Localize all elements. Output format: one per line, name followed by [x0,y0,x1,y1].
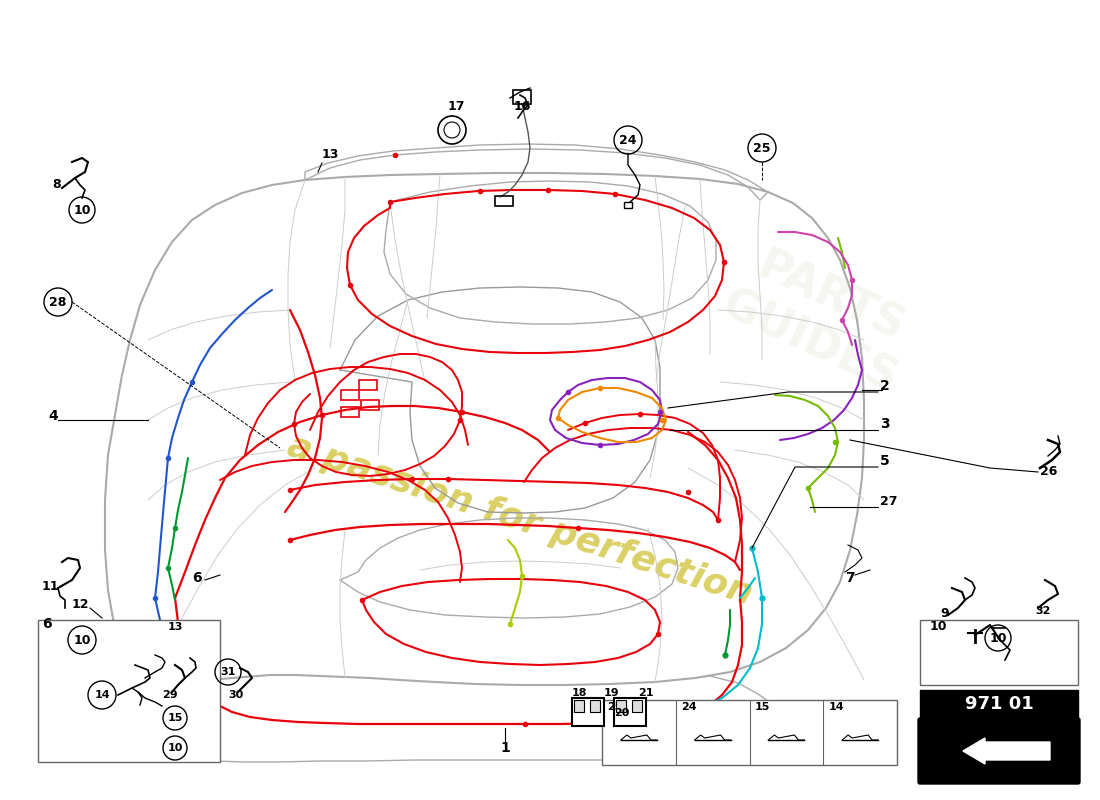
Bar [359,380,377,390]
Text: 29: 29 [162,690,177,700]
Text: 20: 20 [614,708,629,718]
Bar [341,390,359,400]
Text: PARTS
GUIDES: PARTS GUIDES [715,238,925,402]
Bar [920,620,1078,685]
Text: 2: 2 [880,379,890,393]
Text: 14: 14 [95,690,110,700]
Text: 7: 7 [845,571,855,585]
Text: 25: 25 [754,142,771,154]
Text: 30: 30 [228,690,243,700]
Text: 10: 10 [74,634,90,646]
Text: 5: 5 [880,454,890,468]
Bar [632,700,642,712]
Text: 26: 26 [1040,465,1057,478]
Text: 1: 1 [500,741,510,755]
Text: 12: 12 [72,598,89,611]
Bar [920,690,1078,718]
Bar [624,202,632,208]
Text: 6: 6 [192,571,201,585]
Bar [495,196,513,206]
Text: 21: 21 [638,688,653,698]
Text: 6: 6 [42,617,52,631]
Bar [513,90,531,104]
Bar [616,700,626,712]
Text: 15: 15 [167,713,183,723]
Bar [614,698,646,726]
Text: 10: 10 [167,743,183,753]
Text: 13: 13 [322,148,340,161]
Text: 19: 19 [604,688,619,698]
Text: 4: 4 [48,409,57,423]
Text: 24: 24 [619,134,637,146]
Bar [361,400,379,410]
Text: 32: 32 [1035,606,1050,616]
Text: 16: 16 [514,100,531,113]
Text: 17: 17 [448,100,465,113]
Bar [574,700,584,712]
Bar [39,620,220,762]
Text: 18: 18 [572,688,587,698]
Text: 27: 27 [880,495,898,508]
Text: 10: 10 [74,203,90,217]
Text: 15: 15 [755,702,770,712]
Text: 8: 8 [52,178,60,191]
Bar [590,700,600,712]
Text: 28: 28 [50,295,67,309]
Text: 11: 11 [42,580,59,593]
Bar [572,698,604,726]
Text: a passion for perfection: a passion for perfection [283,429,757,611]
Text: 9: 9 [940,607,948,620]
Text: 10: 10 [989,631,1006,645]
Bar [341,407,359,417]
Text: 31: 31 [220,667,235,677]
FancyArrow shape [962,738,1050,764]
Text: 971 01: 971 01 [965,695,1033,713]
Text: 13: 13 [168,622,184,632]
Text: 14: 14 [828,702,844,712]
Text: 25: 25 [607,702,623,712]
Text: 10: 10 [930,620,947,633]
FancyBboxPatch shape [918,718,1080,784]
Text: 3: 3 [880,417,890,431]
Bar [602,700,896,765]
Text: 24: 24 [681,702,696,712]
